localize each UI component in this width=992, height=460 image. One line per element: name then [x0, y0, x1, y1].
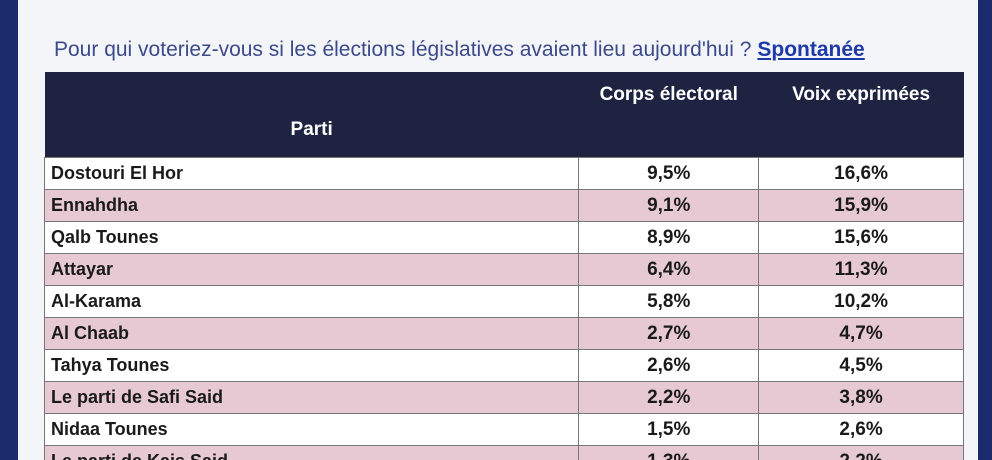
party-name: Attayar	[43, 253, 580, 286]
percentage: 8,9%	[578, 221, 760, 254]
percentage: 2,2%	[578, 381, 760, 414]
party-name: Al-Karama	[43, 285, 580, 318]
table-row: Al Chaab 2,7% 4,7%	[43, 317, 964, 350]
percentage: 6,4%	[578, 253, 760, 286]
percentage: 2,6%	[578, 349, 760, 382]
percentage: 1,3%	[578, 445, 760, 460]
percentage: 15,6%	[758, 221, 964, 254]
party-name: Al Chaab	[43, 317, 580, 350]
table-row: Ennahdha 9,1% 15,9%	[43, 189, 964, 222]
column-header: Voix exprimées	[758, 72, 964, 158]
table-body: Dostouri El Hor 9,5% 16,6% Ennahdha 9,1% 15,9…	[43, 157, 964, 460]
percentage: 2,6%	[758, 413, 964, 446]
percentage: 9,1%	[578, 189, 760, 222]
table-row: Tahya Tounes 2,6% 4,5%	[43, 349, 964, 382]
party-name: Tahya Tounes	[43, 349, 580, 382]
party-name: Qalb Tounes	[43, 221, 580, 254]
percentage: 10,2%	[758, 285, 964, 318]
table-row: Al-Karama 5,8% 10,2%	[43, 285, 964, 318]
column-header: Parti	[44, 72, 579, 158]
party-name: Le parti de Kais Said	[43, 445, 580, 460]
table-row: Nidaa Tounes 1,5% 2,6%	[43, 413, 964, 446]
percentage: 5,8%	[578, 285, 760, 318]
percentage: 4,5%	[758, 349, 964, 382]
header-row: Parti Corps électoral Voix exprimées	[44, 72, 964, 158]
table-row: Dostouri El Hor 9,5% 16,6%	[43, 157, 964, 190]
percentage: 16,6%	[758, 157, 964, 190]
table-row: Qalb Tounes 8,9% 15,6%	[43, 221, 964, 254]
percentage: 11,3%	[758, 253, 964, 286]
column-header: Corps électoral	[578, 72, 759, 158]
percentage: 1,5%	[578, 413, 760, 446]
percentage: 3,8%	[758, 381, 964, 414]
party-name: Nidaa Tounes	[43, 413, 580, 446]
table-row: Le parti de Safi Said 2,2% 3,8%	[43, 381, 964, 414]
table-row: Attayar 6,4% 11,3%	[43, 253, 964, 286]
percentage: 2,7%	[578, 317, 760, 350]
question: Pour qui voteriez-vous si les élections …	[54, 38, 865, 62]
percentage: 9,5%	[578, 157, 760, 190]
question-tag: Spontanée	[757, 38, 865, 61]
question-text: Pour qui voteriez-vous si les élections …	[54, 38, 752, 61]
slide: Pour qui voteriez-vous si les élections …	[18, 0, 978, 460]
results-table: Parti Corps électoral Voix exprimées Dos…	[43, 72, 964, 460]
percentage: 15,9%	[758, 189, 964, 222]
party-name: Ennahdha	[43, 189, 580, 222]
percentage: 4,7%	[758, 317, 964, 350]
table-row: Le parti de Kais Said1,3%2,2%	[43, 445, 964, 460]
party-name: Dostouri El Hor	[43, 157, 580, 190]
party-name: Le parti de Safi Said	[43, 381, 580, 414]
percentage: 2,2%	[758, 445, 964, 460]
